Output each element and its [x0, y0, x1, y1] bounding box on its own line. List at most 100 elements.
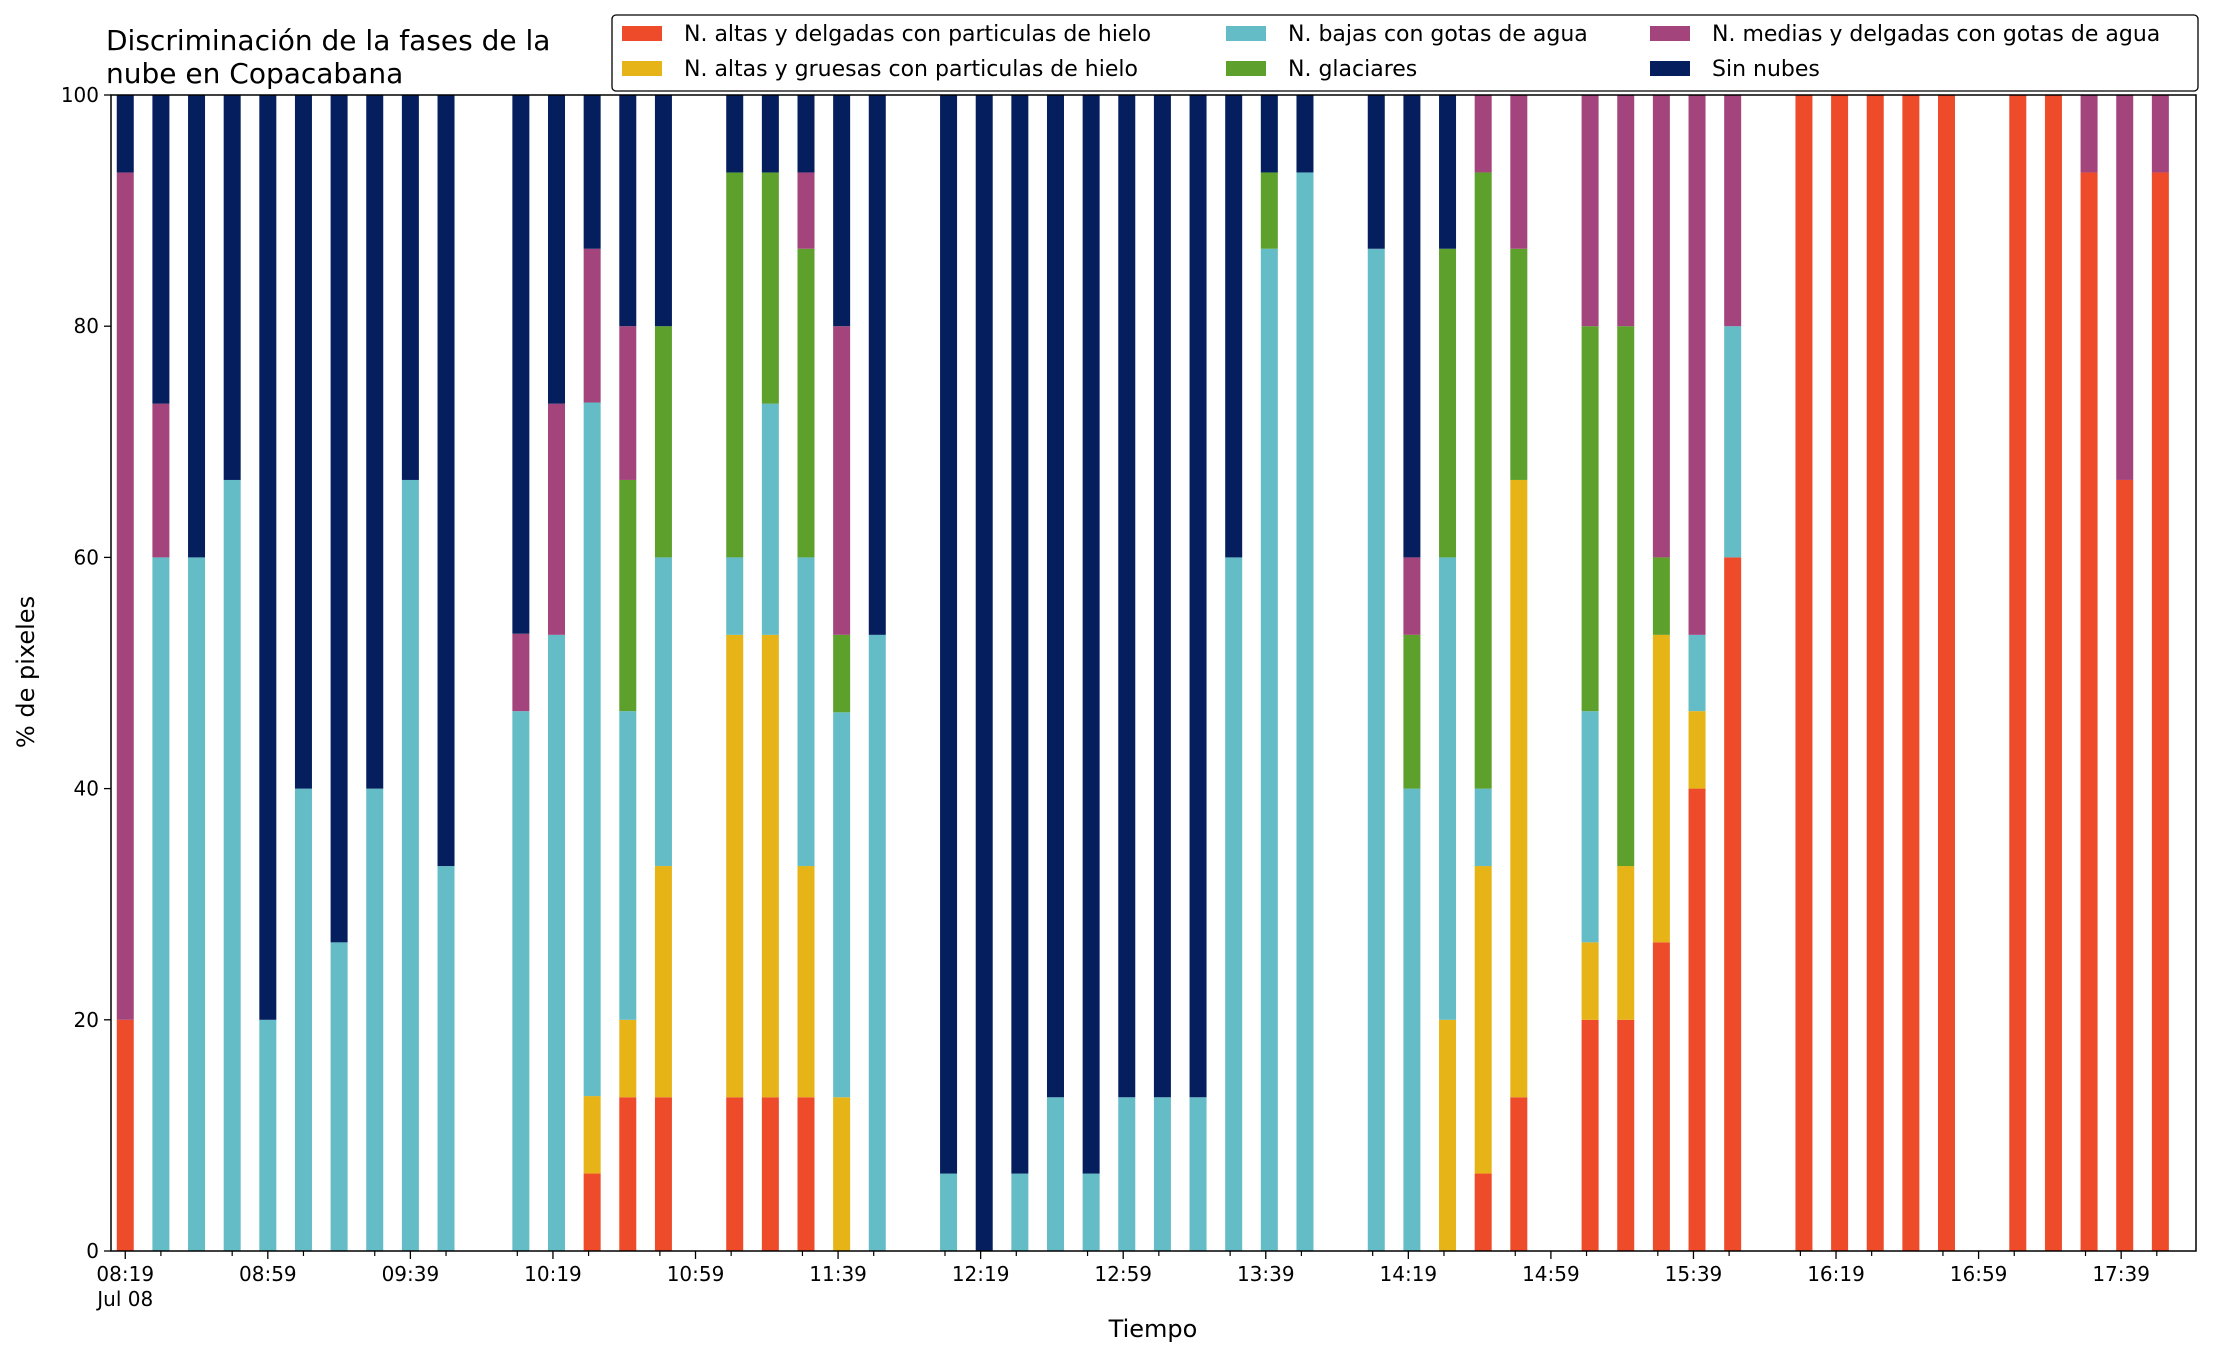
bar-segment-30-2 [1296, 172, 1314, 1252]
legend-label-1: N. altas y gruesas con particulas de hie… [684, 57, 1138, 82]
bar-segment-16-2 [761, 403, 779, 635]
bar-segment-27-5 [1189, 95, 1207, 1098]
y-tick-label-0: 0 [86, 1239, 99, 1263]
x-tick-label-11: 15:39 [1665, 1262, 1723, 1286]
bar-segment-32-4 [1403, 557, 1421, 635]
bar-segment-9-2 [437, 866, 455, 1251]
bar-segment-7-2 [366, 788, 384, 1251]
bar-segment-18-4 [833, 326, 851, 635]
bar-segment-12-1 [583, 1096, 601, 1174]
legend-label-5: Sin nubes [1712, 57, 1820, 82]
bar-segment-17-0 [797, 1097, 815, 1251]
bar-segment-45-0 [1938, 95, 1956, 1251]
bar-segment-36-3 [1581, 326, 1599, 712]
bar-segment-24-5 [1082, 95, 1100, 1174]
bar-segment-7-5 [366, 95, 384, 789]
legend-label-4: N. medias y delgadas con gotas de agua [1712, 22, 2160, 47]
bar-segment-39-1 [1688, 711, 1706, 789]
bar-segment-34-4 [1474, 95, 1492, 173]
bar-segment-18-2 [833, 712, 851, 1098]
bar-segment-11-4 [548, 403, 566, 635]
bar-segment-14-5 [654, 95, 672, 327]
chart-title-line-1: Discriminación de la fases de la [106, 24, 550, 57]
bar-segment-49-0 [2116, 479, 2134, 1251]
bar-segment-50-4 [2151, 95, 2169, 173]
x-axis-label: Tiempo [1108, 1315, 1198, 1343]
legend-swatch-3 [1226, 61, 1266, 76]
bar-segment-1-4 [152, 403, 170, 558]
bar-series-group [116, 95, 2169, 1252]
bar-segment-25-5 [1118, 95, 1136, 1098]
bar-segment-13-3 [619, 479, 637, 712]
legend-swatch-2 [1226, 26, 1266, 41]
legend-box [611, 14, 2199, 92]
bar-segment-5-5 [294, 95, 312, 789]
bar-segment-33-2 [1439, 557, 1457, 1020]
bar-segment-31-5 [1367, 95, 1385, 249]
bar-segment-2-2 [188, 557, 206, 1251]
bar-segment-38-4 [1652, 95, 1670, 558]
bar-segment-13-1 [619, 1019, 637, 1098]
bar-segment-40-2 [1724, 326, 1742, 558]
bar-segment-22-5 [1011, 95, 1029, 1174]
bar-segment-34-3 [1474, 172, 1492, 789]
y-tick-label-3: 60 [74, 545, 99, 569]
bar-segment-18-3 [833, 634, 851, 713]
bar-segment-32-2 [1403, 788, 1421, 1251]
bar-segment-4-2 [259, 1019, 277, 1251]
bar-segment-3-2 [223, 479, 241, 1251]
bar-segment-11-2 [548, 634, 566, 1251]
bar-segment-27-2 [1189, 1097, 1207, 1251]
bar-segment-6-2 [330, 942, 348, 1251]
x-tick-label-13: 16:59 [1950, 1262, 2008, 1286]
bar-segment-41-0 [1795, 95, 1813, 1251]
bar-segment-5-2 [294, 788, 312, 1251]
bar-segment-39-0 [1688, 788, 1706, 1251]
bar-segment-38-3 [1652, 557, 1670, 635]
x-tick-sublabel-0: Jul 08 [95, 1287, 153, 1311]
y-tick-label-5: 100 [61, 83, 99, 107]
bar-segment-6-5 [330, 95, 348, 943]
bar-segment-1-2 [152, 557, 170, 1251]
bar-segment-13-0 [619, 1097, 637, 1251]
x-tick-label-1: 08:59 [239, 1262, 297, 1286]
bar-segment-17-4 [797, 172, 815, 249]
bar-segment-17-2 [797, 557, 815, 867]
legend-swatch-0 [622, 26, 662, 41]
bar-segment-13-2 [619, 711, 637, 1020]
bar-segment-30-5 [1296, 95, 1314, 173]
x-tick-label-10: 14:59 [1522, 1262, 1580, 1286]
x-tick-label-5: 11:39 [809, 1262, 867, 1286]
bar-segment-28-2 [1225, 557, 1243, 1251]
bar-segment-46-0 [2009, 95, 2027, 1251]
bar-segment-16-0 [761, 1097, 779, 1251]
x-tick-label-14: 17:39 [2092, 1262, 2150, 1286]
bar-segment-3-5 [223, 95, 241, 480]
bar-segment-35-0 [1510, 1097, 1528, 1251]
bar-segment-42-0 [1831, 95, 1849, 1251]
bar-segment-38-0 [1652, 942, 1670, 1251]
bar-segment-13-5 [619, 95, 637, 327]
bar-segment-29-2 [1260, 248, 1278, 1251]
bar-segment-15-0 [726, 1097, 744, 1251]
bar-segment-33-5 [1439, 95, 1457, 249]
y-axis-label: % de pixeles [12, 596, 40, 748]
bar-segment-37-1 [1617, 866, 1635, 1020]
bar-segment-19-2 [868, 634, 886, 1251]
bar-segment-0-4 [116, 172, 134, 1020]
bar-segment-36-4 [1581, 95, 1599, 327]
bar-segment-33-3 [1439, 248, 1457, 558]
bar-segment-37-3 [1617, 326, 1635, 867]
x-tick-label-2: 09:39 [382, 1262, 440, 1286]
x-tick-label-12: 16:19 [1807, 1262, 1865, 1286]
legend-label-3: N. glaciares [1288, 57, 1417, 82]
bar-segment-15-3 [726, 172, 744, 558]
bar-segment-36-0 [1581, 1019, 1599, 1251]
bar-segment-22-2 [1011, 1173, 1029, 1251]
bar-segment-9-5 [437, 95, 455, 867]
bar-segment-14-2 [654, 557, 672, 867]
y-tick-label-1: 20 [74, 1008, 99, 1032]
bar-segment-23-2 [1046, 1097, 1064, 1251]
bar-segment-35-4 [1510, 95, 1528, 249]
